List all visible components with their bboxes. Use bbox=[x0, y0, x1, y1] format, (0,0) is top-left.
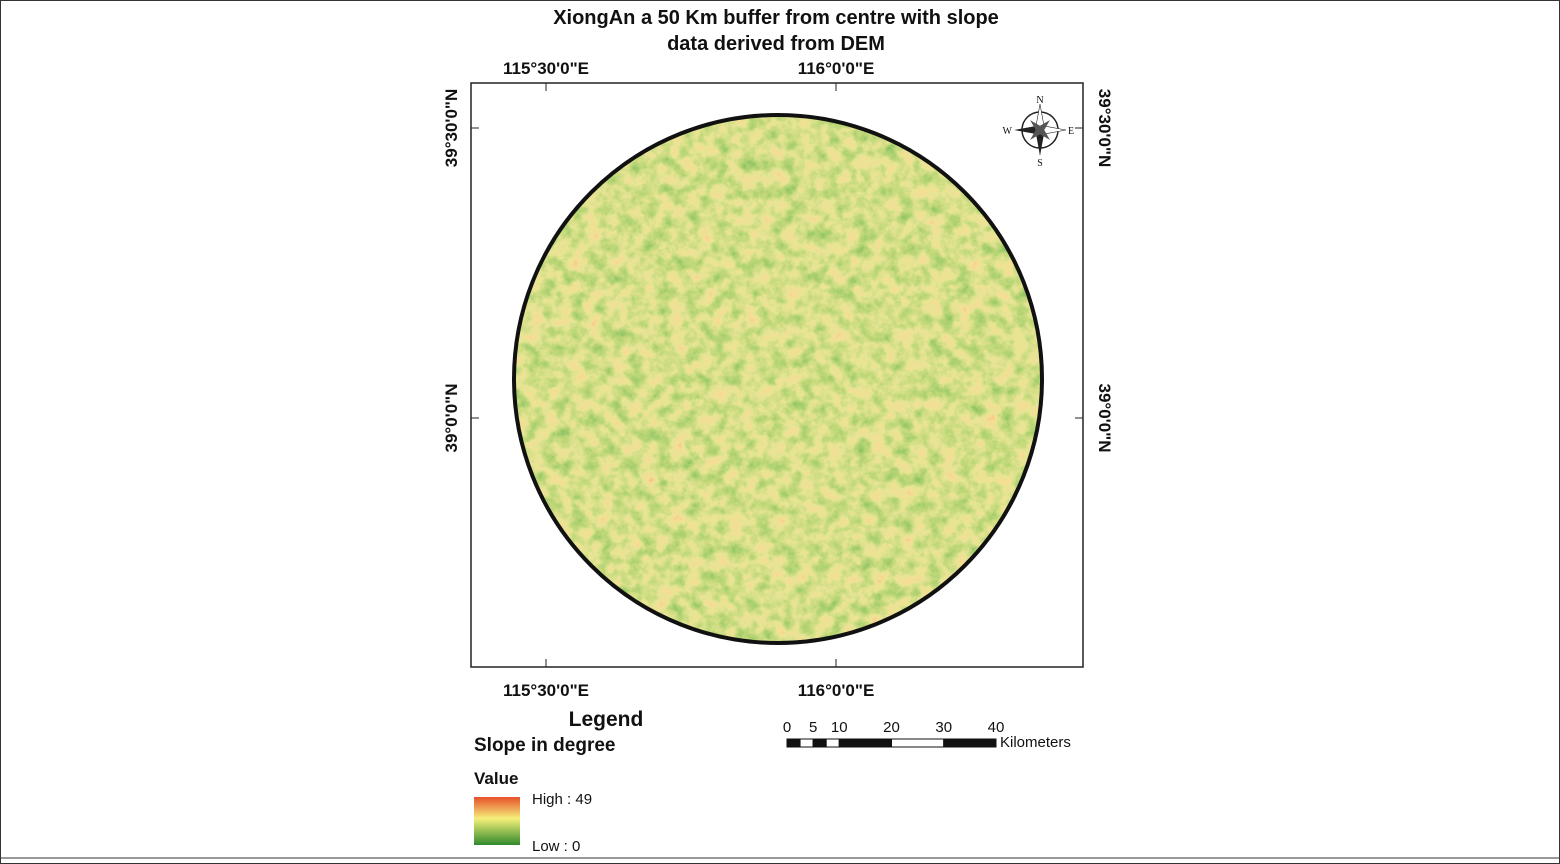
scale-tick-label: 20 bbox=[883, 719, 900, 736]
lon-label: 115°30'0"E bbox=[503, 59, 589, 78]
scale-segment bbox=[943, 738, 997, 748]
legend-field: Value bbox=[474, 769, 518, 788]
compass-star bbox=[1030, 120, 1050, 140]
compass-e: E bbox=[1068, 126, 1074, 137]
lat-label: 39°30'0"N bbox=[1095, 89, 1114, 167]
scale-tick-label: 0 bbox=[783, 719, 791, 736]
scale-segment bbox=[891, 738, 945, 748]
scale-segment bbox=[838, 738, 892, 748]
scale-tick-label: 10 bbox=[831, 719, 848, 736]
scale-tick-label: 30 bbox=[935, 719, 952, 736]
compass-w: W bbox=[1003, 126, 1013, 137]
scale-segment bbox=[825, 738, 840, 748]
lat-label: 39°30'0"N bbox=[442, 89, 461, 167]
lat-label: 39°0'0"N bbox=[1095, 384, 1114, 453]
graticule: 115°30'0"E 115°30'0"E 116°0'0"E 116°0'0"E 39… bbox=[442, 59, 1114, 700]
legend-low: Low : 0 bbox=[532, 838, 580, 855]
scale-segment bbox=[812, 738, 827, 748]
legend-layer: Slope in degree bbox=[474, 735, 615, 756]
scale-tick-label: 5 bbox=[809, 719, 817, 736]
title-line: data derived from DEM bbox=[667, 33, 885, 55]
lon-label: 116°0'0"E bbox=[798, 59, 875, 78]
compass-n: N bbox=[1036, 95, 1043, 106]
lon-label: 115°30'0"E bbox=[503, 681, 589, 700]
lat-label: 39°0'0"N bbox=[442, 384, 461, 453]
scale-unit: Kilometers bbox=[1000, 734, 1071, 751]
title-line: XiongAn a 50 Km buffer from centre with … bbox=[553, 7, 999, 29]
scale-segment bbox=[799, 738, 814, 748]
scale-tick-label: 40 bbox=[988, 719, 1005, 736]
scale-segment bbox=[786, 738, 801, 748]
slope-raster bbox=[514, 115, 1042, 643]
legend-title: Legend bbox=[569, 708, 644, 731]
lon-label: 116°0'0"E bbox=[798, 681, 875, 700]
legend-ramp bbox=[474, 797, 520, 845]
compass-s: S bbox=[1037, 158, 1043, 169]
buffer-outline bbox=[512, 113, 1044, 645]
legend-high: High : 49 bbox=[532, 791, 592, 808]
north-arrow: N E S W bbox=[1003, 95, 1075, 169]
